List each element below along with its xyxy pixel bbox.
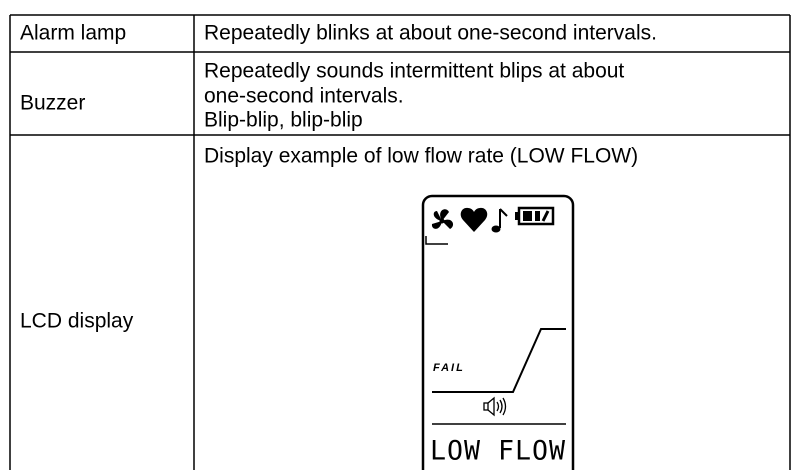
lcd-segment	[425, 236, 448, 245]
row-label: Buzzer	[20, 92, 85, 115]
row-text: Repeatedly sounds intermittent blips at …	[204, 60, 624, 83]
row-label: LCD display	[20, 310, 134, 333]
battery-icon	[515, 206, 555, 226]
row-label: Alarm lamp	[20, 22, 126, 45]
lcd-illustration: FAIL LOW FLOW	[421, 194, 575, 475]
fan-icon	[431, 209, 454, 229]
lcd-status: FAIL	[433, 362, 465, 374]
row-text: Repeatedly blinks at about one-second in…	[204, 22, 657, 45]
row-text: one-second intervals.	[204, 85, 404, 108]
row-text: Display example of low flow rate (LOW FL…	[204, 145, 638, 168]
lcd-message: LOW FLOW	[430, 436, 566, 467]
heart-icon	[460, 207, 488, 232]
row-text: Blip-blip, blip-blip	[204, 109, 363, 132]
note-icon	[491, 208, 508, 233]
speaker-icon	[483, 396, 507, 417]
flow-curve	[432, 328, 566, 393]
lcd-frame	[421, 194, 575, 475]
